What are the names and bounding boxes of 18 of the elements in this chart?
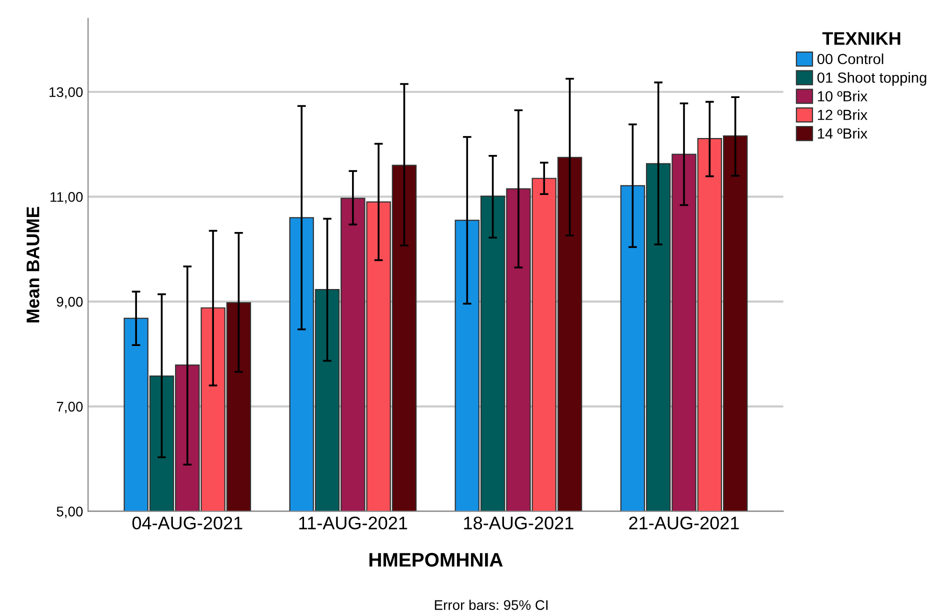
- y-tick-label: 11,00: [50, 192, 83, 204]
- y-tick-label: 5,00: [56, 506, 83, 518]
- y-tick-label: 13,00: [50, 87, 83, 99]
- x-axis-title: ΗΜΕΡΟΜΗΝΙΑ: [369, 552, 503, 567]
- legend-label: 00 Control: [817, 53, 884, 64]
- legend-label: 10 ºBrix: [818, 90, 868, 102]
- x-tick-label: 11-AUG-2021: [299, 516, 408, 530]
- y-tick-label: 9,00: [56, 296, 83, 308]
- legend-label: 01 Shoot topping: [817, 72, 926, 86]
- legend-label: 14 ºBrix: [818, 128, 868, 139]
- x-tick-label: 18-AUG-2021: [464, 516, 574, 530]
- y-tick-label: 7,00: [56, 402, 83, 414]
- legend-title: ΤΕΧΝΙΚΗ: [822, 32, 900, 45]
- x-tick-label: 21-AUG-2021: [629, 516, 739, 530]
- text: Error bars: 95% CI: [434, 600, 548, 610]
- y-axis-title: Mean BAUME: [26, 206, 40, 322]
- x-tick-label: 04-AUG-2021: [132, 516, 242, 530]
- legend-label: 12 ºBrix: [818, 109, 868, 120]
